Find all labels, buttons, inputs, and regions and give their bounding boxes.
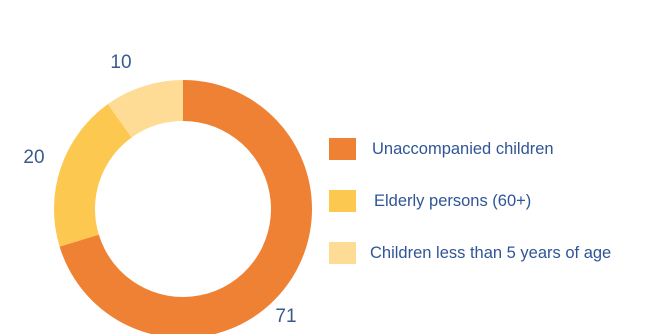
value-labels: 71 20 10 xyxy=(23,52,296,327)
donut-slices xyxy=(54,80,312,334)
legend-swatch-elderly-persons xyxy=(329,190,356,212)
legend-label-elderly-persons: Elderly persons (60+) xyxy=(374,192,532,210)
slice-children-under-5 xyxy=(107,80,183,138)
value-label-unaccompanied-children: 71 xyxy=(275,306,296,327)
slice-elderly-persons xyxy=(54,104,132,247)
legend-swatch-unaccompanied-children xyxy=(329,138,356,160)
legend-label-children-under-5: Children less than 5 years of age xyxy=(370,244,612,262)
legend-swatch-children-under-5 xyxy=(329,242,356,264)
value-label-children-under-5: 10 xyxy=(110,52,131,73)
slice-unaccompanied-children xyxy=(59,80,312,334)
value-label-elderly-persons: 20 xyxy=(23,147,44,168)
legend-label-unaccompanied-children: Unaccompanied children xyxy=(372,140,554,158)
